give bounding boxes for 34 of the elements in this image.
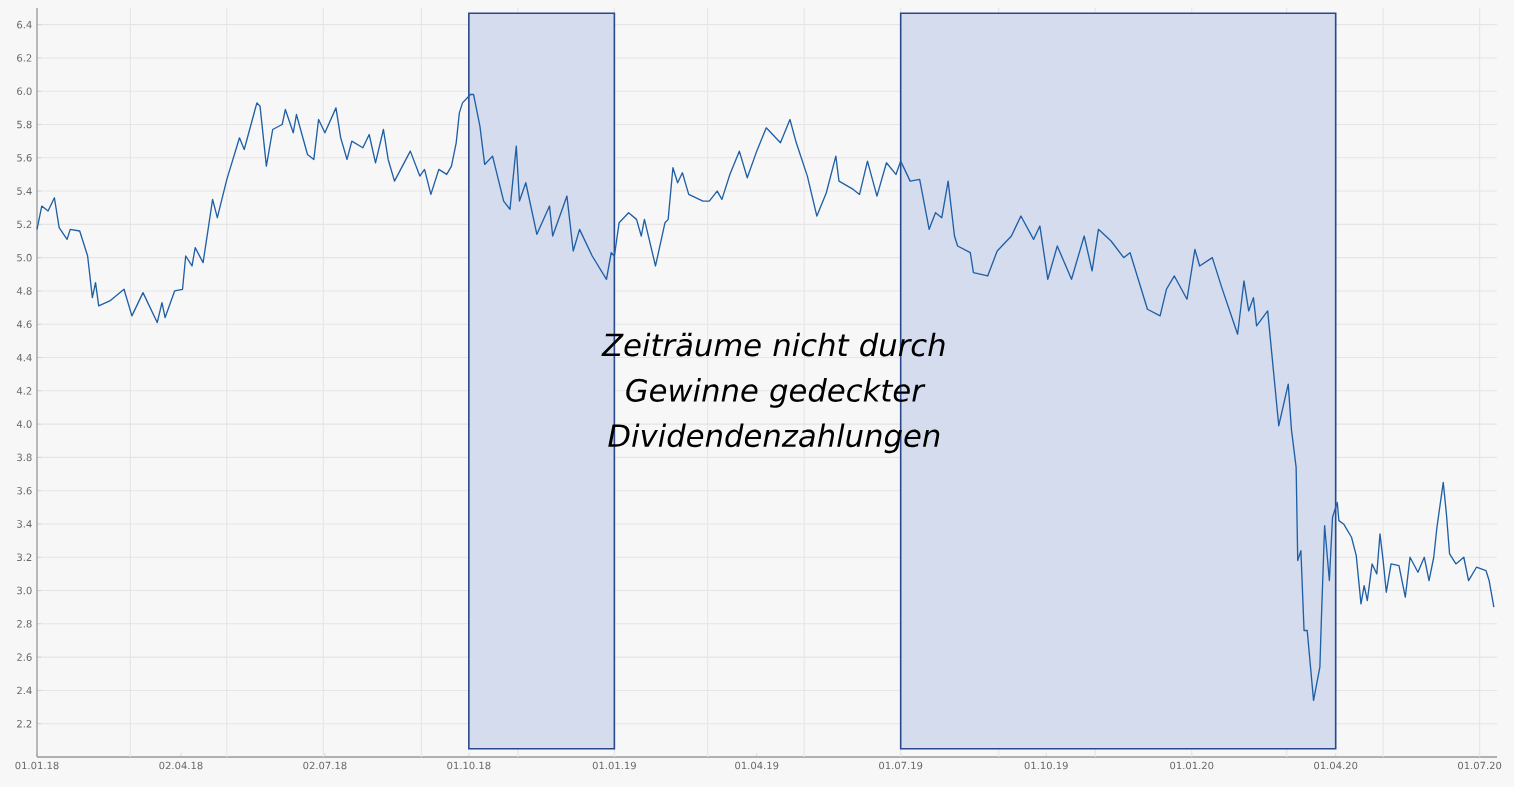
x-tick-label: 01.01.19 — [592, 761, 636, 770]
x-tick-label: 01.07.19 — [879, 761, 923, 770]
y-tick-label: 6.0 — [17, 87, 32, 95]
y-tick-label: 3.4 — [17, 520, 32, 528]
y-tick-label: 3.0 — [17, 586, 32, 595]
y-tick-label: 6.2 — [17, 54, 32, 62]
x-tick-label: 01.04.19 — [735, 761, 779, 770]
y-tick-label: 5.2 — [17, 220, 32, 229]
x-tick-label: 02.07.18 — [303, 761, 347, 770]
y-tick-label: 3.8 — [17, 453, 32, 462]
x-tick-label: 01.07.20 — [1458, 761, 1502, 770]
y-tick-label: 2.6 — [17, 653, 32, 661]
y-tick-label: 2.8 — [17, 620, 32, 628]
y-tick-label: 4.6 — [16, 320, 32, 329]
y-tick-label: 2.4 — [17, 686, 32, 695]
x-tick-label: 02.04.18 — [159, 761, 203, 770]
y-tick-label: 5.6 — [17, 154, 32, 162]
x-tick-label: 01.01.18 — [15, 761, 59, 770]
y-tick-label: 3.2 — [17, 553, 32, 562]
x-tick-label: 01.10.18 — [447, 761, 491, 770]
x-tick-label: 01.04.20 — [1314, 761, 1358, 770]
y-tick-label: 5.8 — [17, 120, 32, 129]
line-series — [36, 93, 1495, 702]
y-tick-label: 4.2 — [16, 387, 32, 395]
y-tick-label: 6.4 — [17, 20, 32, 29]
x-tick-label: 01.01.20 — [1170, 761, 1214, 770]
x-tick-label: 01.10.19 — [1024, 761, 1068, 770]
y-tick-label: 3.6 — [17, 486, 32, 495]
y-tick-label: 4.8 — [16, 287, 32, 295]
y-tick-label: 5.4 — [17, 187, 32, 195]
y-tick-label: 5.0 — [17, 253, 32, 262]
y-tick-label: 4.4 — [16, 353, 32, 362]
y-tick-label: 2.2 — [17, 719, 32, 728]
y-tick-label: 4.0 — [16, 420, 32, 428]
